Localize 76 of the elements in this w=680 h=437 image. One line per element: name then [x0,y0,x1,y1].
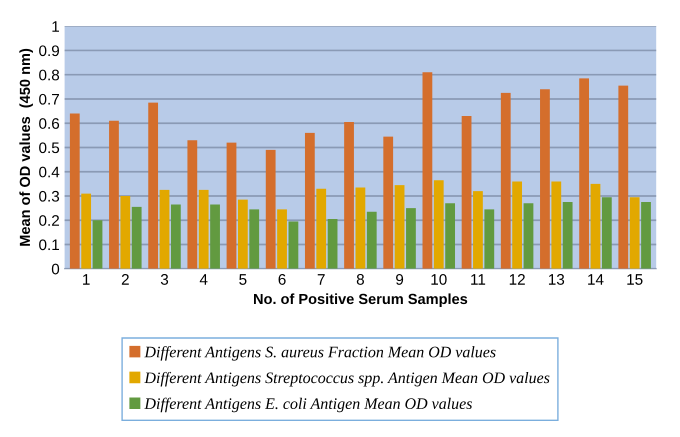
bar [249,209,260,269]
bar [641,202,651,269]
legend-label: Different Antigens E. coli Antigen Mean OD values [144,398,472,412]
bar [500,92,511,269]
bar [132,206,142,269]
x-tick-label: 6 [278,274,286,285]
x-tick-label: 14 [588,274,604,285]
bar [226,142,236,269]
x-tick-label: 3 [160,274,168,285]
y-tick-label: 0 [52,264,60,274]
x-tick-label: 13 [548,274,564,285]
y-tick-label: 0.7 [39,94,59,105]
y-tick-label: 0.6 [39,118,60,129]
bar [602,197,612,269]
bar [187,140,198,269]
bar [366,212,377,269]
bar [618,86,628,269]
bar [383,136,394,269]
bar [198,190,209,269]
x-tick-label: 10 [431,274,447,285]
x-tick-label: 4 [200,274,208,285]
bar [238,200,248,269]
bar [579,78,590,269]
y-tick-label: 0.1 [39,239,59,250]
bar [524,203,534,269]
bar [316,188,326,269]
bar [394,185,404,269]
bar [422,72,432,269]
y-tick-label: 0.4 [39,166,60,178]
bar [630,197,640,269]
bar [512,181,522,269]
bar [328,219,338,269]
bar [434,180,444,269]
legend-label: Different Antigens Streptococcus spp. Antigen Mean OD values [144,372,550,386]
bar [120,196,130,269]
bar [590,184,600,269]
bar [210,204,220,269]
bar [484,209,494,269]
bar [81,194,92,269]
bar [170,204,181,269]
y-axis-title: Mean of OD values (450 nm) [19,48,33,246]
x-tick-label: 5 [239,274,246,285]
bar [406,208,416,269]
bar [551,181,562,269]
legend-label: Different Antigens S. aureus Fraction Mean OD values [144,346,496,361]
bar [473,191,483,269]
x-tick-label: 12 [510,274,525,285]
bar [356,188,366,269]
bar [344,122,354,269]
bar [266,150,276,269]
bar [148,102,158,269]
x-axis-title: No. of Positive Serum Samples [254,293,468,308]
bar [277,209,287,269]
bar [445,203,456,269]
bar [540,89,550,269]
bar [70,114,80,269]
y-tick-label: 0.9 [39,45,60,56]
x-tick-label: 8 [356,274,364,285]
bar [562,202,573,269]
bar [92,220,102,269]
bar [462,116,472,269]
y-tick-label: 0.5 [39,142,60,154]
bar [288,221,298,269]
x-tick-label: 11 [471,274,486,285]
x-tick-label: 15 [627,274,643,285]
x-tick-label: 1 [83,274,90,285]
y-tick-label: 0.8 [39,70,60,80]
bar [109,120,119,269]
bar [160,190,170,269]
y-tick-label: 0.2 [39,215,59,226]
y-tick-label: 0.3 [39,190,60,202]
x-tick-label: 2 [122,274,129,285]
y-tick-label: 1 [52,21,59,32]
x-tick-label: 9 [396,274,404,285]
x-tick-label: 7 [318,274,325,285]
bar [304,132,315,269]
